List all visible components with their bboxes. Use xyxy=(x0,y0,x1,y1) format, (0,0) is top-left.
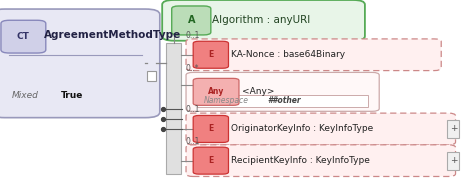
Text: Any: Any xyxy=(208,87,224,96)
Bar xyxy=(446,152,458,170)
Text: RecipientKeyInfo : KeyInfoType: RecipientKeyInfo : KeyInfoType xyxy=(231,156,369,165)
Text: OriginatorKeyInfo : KeyInfoType: OriginatorKeyInfo : KeyInfoType xyxy=(231,125,373,133)
Text: 0..1: 0..1 xyxy=(185,137,199,146)
Text: 0..1: 0..1 xyxy=(185,105,199,114)
Text: +: + xyxy=(449,156,456,165)
Bar xyxy=(446,120,458,138)
Bar xyxy=(166,43,181,174)
Text: E: E xyxy=(208,125,213,133)
Text: True: True xyxy=(61,91,83,100)
Text: ##other: ##other xyxy=(267,96,300,106)
FancyBboxPatch shape xyxy=(171,6,210,35)
FancyBboxPatch shape xyxy=(193,78,238,105)
FancyBboxPatch shape xyxy=(186,113,455,145)
Text: Mixed: Mixed xyxy=(12,91,39,100)
Bar xyxy=(147,71,156,81)
Text: Namespace: Namespace xyxy=(203,96,248,106)
Bar xyxy=(197,95,367,107)
FancyBboxPatch shape xyxy=(193,41,228,68)
Text: +: + xyxy=(449,125,456,133)
Text: AgreementMethodType: AgreementMethodType xyxy=(44,30,181,40)
FancyBboxPatch shape xyxy=(1,20,46,53)
FancyBboxPatch shape xyxy=(0,9,159,118)
Text: 0..1: 0..1 xyxy=(185,31,199,40)
Text: 0..*: 0..* xyxy=(185,64,198,73)
FancyBboxPatch shape xyxy=(186,72,378,111)
FancyBboxPatch shape xyxy=(193,115,228,142)
Text: KA-Nonce : base64Binary: KA-Nonce : base64Binary xyxy=(231,50,345,59)
Text: <Any>: <Any> xyxy=(241,87,274,96)
Text: E: E xyxy=(208,50,213,59)
Text: A: A xyxy=(187,15,195,26)
FancyBboxPatch shape xyxy=(193,147,228,174)
Text: Algorithm : anyURI: Algorithm : anyURI xyxy=(212,15,310,25)
FancyBboxPatch shape xyxy=(186,39,440,71)
Text: E: E xyxy=(208,156,213,165)
FancyBboxPatch shape xyxy=(186,145,455,176)
FancyBboxPatch shape xyxy=(162,0,364,41)
Text: CT: CT xyxy=(17,32,30,41)
